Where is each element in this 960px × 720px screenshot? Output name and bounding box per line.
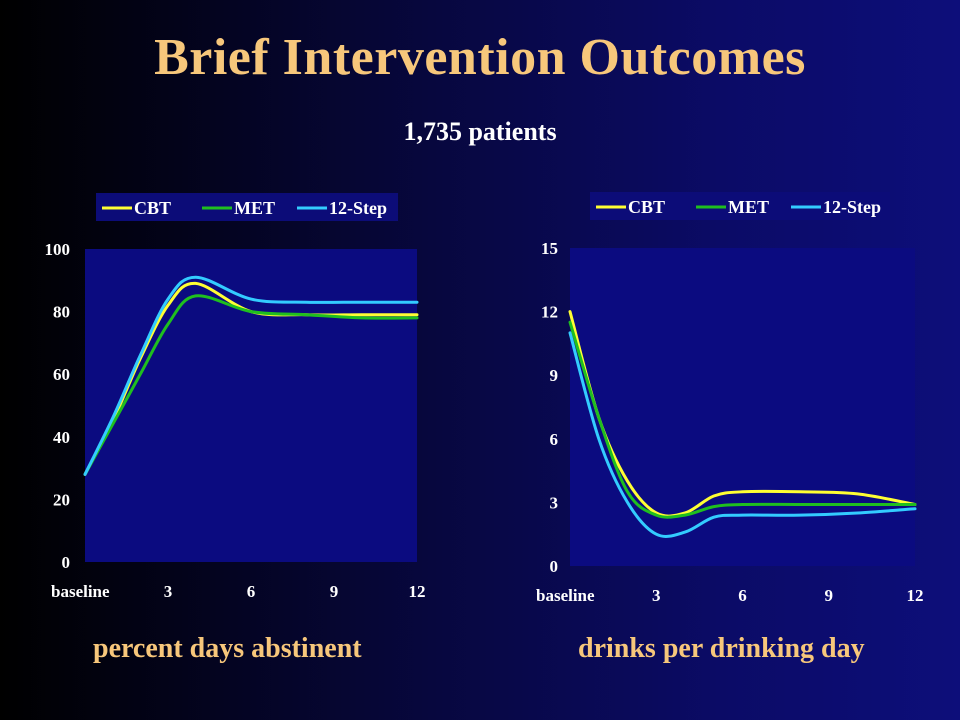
chart-drinks: 0 3 6 9 12 15 baseline 3 6 9 12 CBT MET 12-Step <box>536 192 924 605</box>
y-tick-label: 100 <box>45 240 71 259</box>
legend-label-met: MET <box>728 197 769 217</box>
slide-title: Brief Intervention Outcomes <box>154 29 806 86</box>
y-tick-label: 15 <box>541 239 558 258</box>
x-tick-label: 3 <box>652 586 661 605</box>
x-tick-label: baseline <box>536 586 595 605</box>
x-tick-label: 6 <box>247 582 256 601</box>
x-tick-label: 9 <box>330 582 339 601</box>
legend-label-cbt: CBT <box>134 198 171 218</box>
legend: CBT MET 12-Step <box>590 192 890 220</box>
y-tick-label: 80 <box>53 303 70 322</box>
y-tick-label: 6 <box>550 430 559 449</box>
x-tick-label: 3 <box>164 582 173 601</box>
series-line-met <box>568 320 917 519</box>
y-tick-label: 60 <box>53 365 70 384</box>
chart-right-caption: drinks per drinking day <box>578 633 865 664</box>
y-tick-label: 3 <box>550 493 559 512</box>
legend-label-cbt: CBT <box>628 197 665 217</box>
y-tick-label: 40 <box>53 428 70 447</box>
y-tick-label: 12 <box>541 303 558 322</box>
legend-label-met: MET <box>234 198 275 218</box>
slide-subtitle: 1,735 patients <box>403 117 557 146</box>
y-tick-label: 0 <box>62 553 71 572</box>
legend-label-12-step: 12-Step <box>329 198 387 218</box>
x-tick-label: 12 <box>907 586 924 605</box>
legend-box <box>96 193 398 221</box>
x-tick-label: baseline <box>51 582 110 601</box>
legend-box <box>590 192 890 220</box>
plot-area <box>570 248 915 566</box>
x-tick-label: 9 <box>825 586 834 605</box>
series-line-12-step <box>568 331 917 538</box>
series-line-met <box>83 294 419 476</box>
y-tick-label: 0 <box>550 557 559 576</box>
y-tick-label: 9 <box>550 366 559 385</box>
plot-area <box>85 249 417 562</box>
chart-left-caption: percent days abstinent <box>93 633 362 664</box>
legend: CBT MET 12-Step <box>96 193 398 221</box>
chart-abstinent: 0 20 40 60 80 100 baseline 3 6 9 12 CBT MET 12-Step <box>45 193 426 601</box>
x-tick-label: 12 <box>409 582 426 601</box>
legend-label-12-step: 12-Step <box>823 197 881 217</box>
series-line-12-step <box>83 275 419 476</box>
y-tick-label: 20 <box>53 490 70 509</box>
x-tick-label: 6 <box>738 586 747 605</box>
